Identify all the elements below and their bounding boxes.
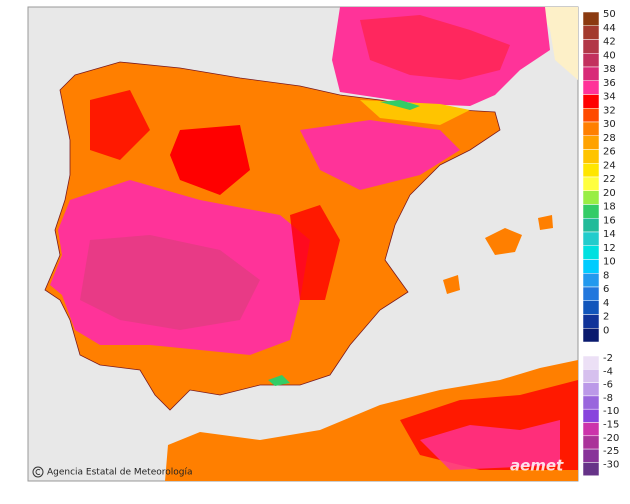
legend-swatch: [582, 121, 600, 136]
legend-swatch: [582, 231, 600, 246]
africa-hotter: [420, 420, 560, 470]
legend-label: 32: [603, 105, 616, 116]
legend-swatch: [582, 448, 600, 463]
legend-label: 2: [603, 312, 609, 323]
legend-label: -15: [603, 420, 619, 431]
legend-swatch: [582, 273, 600, 288]
logo: aemet: [510, 457, 564, 475]
legend-swatch: [582, 369, 600, 383]
legend-label: -10: [603, 406, 619, 417]
legend-label: 44: [603, 23, 616, 34]
pyrenees: [360, 100, 470, 125]
mallorca: [485, 228, 522, 255]
legend-swatch: [582, 149, 600, 164]
legend-swatch: [582, 190, 600, 205]
legend-swatch: [582, 245, 600, 260]
no-data-area: [540, 7, 578, 80]
legend-swatch: [582, 80, 600, 95]
legend-swatch: [582, 395, 600, 410]
legend-label: 38: [603, 64, 616, 75]
legend-label: 10: [603, 257, 616, 268]
legend-swatch: [582, 300, 600, 315]
legend-swatch: [582, 135, 600, 150]
legend-swatch: [582, 328, 600, 343]
legend-swatch: [582, 286, 600, 301]
legend-swatch: [582, 163, 600, 178]
legend-swatch: [582, 204, 600, 219]
ibiza: [443, 275, 460, 294]
legend-label: 34: [603, 92, 616, 103]
legend-label: -25: [603, 446, 619, 457]
copyright-glyph: [35, 469, 41, 475]
legend-label: -6: [603, 380, 613, 391]
legend-label: 30: [603, 119, 616, 130]
legend-swatch: [582, 259, 600, 274]
france-hot: [360, 15, 510, 80]
legend-label: 16: [603, 215, 616, 226]
legend-label: 40: [603, 50, 616, 61]
credit: Agencia Estatal de Meteorología: [47, 468, 193, 478]
legend-label: 14: [603, 229, 616, 240]
legend-swatch: [582, 66, 600, 81]
legend-label: -30: [603, 459, 619, 470]
legend-swatch: [582, 435, 600, 450]
legend-label: 24: [603, 160, 616, 171]
sierra-nevada: [268, 375, 290, 386]
copyright-icon: [32, 466, 44, 478]
legend-swatch: [582, 53, 600, 68]
legend-label: 36: [603, 78, 616, 89]
hottest-area: [80, 235, 260, 330]
legend-swatch: [582, 25, 600, 40]
legend-label: 22: [603, 174, 616, 185]
legend-swatch: [582, 382, 600, 397]
legend-label: -8: [603, 393, 613, 404]
menorca: [538, 215, 553, 230]
legend-swatch: [582, 39, 600, 54]
legend-label: 20: [603, 188, 616, 199]
legend-label: 26: [603, 147, 616, 158]
legend-label: -4: [603, 366, 613, 377]
pyrenees-peaks: [380, 100, 420, 110]
legend-label: 42: [603, 37, 616, 48]
legend-swatch: [582, 314, 600, 329]
legend-swatch: [582, 462, 600, 476]
hot-ebro: [300, 120, 460, 190]
legend-swatch: [582, 11, 600, 26]
hot-duero: [170, 125, 250, 195]
legend-label: 4: [603, 298, 609, 309]
legend-label: 8: [603, 270, 609, 281]
hot-northwest: [90, 90, 150, 160]
legend-swatch: [582, 355, 600, 370]
hot-east: [290, 205, 340, 300]
legend-swatch: [582, 176, 600, 191]
legend-label: 0: [603, 325, 609, 336]
legend-swatch: [582, 422, 600, 437]
legend-swatch: [582, 408, 600, 423]
legend-label: 28: [603, 133, 616, 144]
legend-label: 6: [603, 284, 609, 295]
legend-label: 12: [603, 243, 616, 254]
legend-label: -2: [603, 353, 613, 364]
legend-label: 18: [603, 202, 616, 213]
legend-swatch: [582, 218, 600, 233]
legend-swatch: [582, 94, 600, 109]
legend-label: 50: [603, 9, 616, 20]
legend-swatch: [582, 108, 600, 123]
legend-label: -20: [603, 433, 619, 444]
